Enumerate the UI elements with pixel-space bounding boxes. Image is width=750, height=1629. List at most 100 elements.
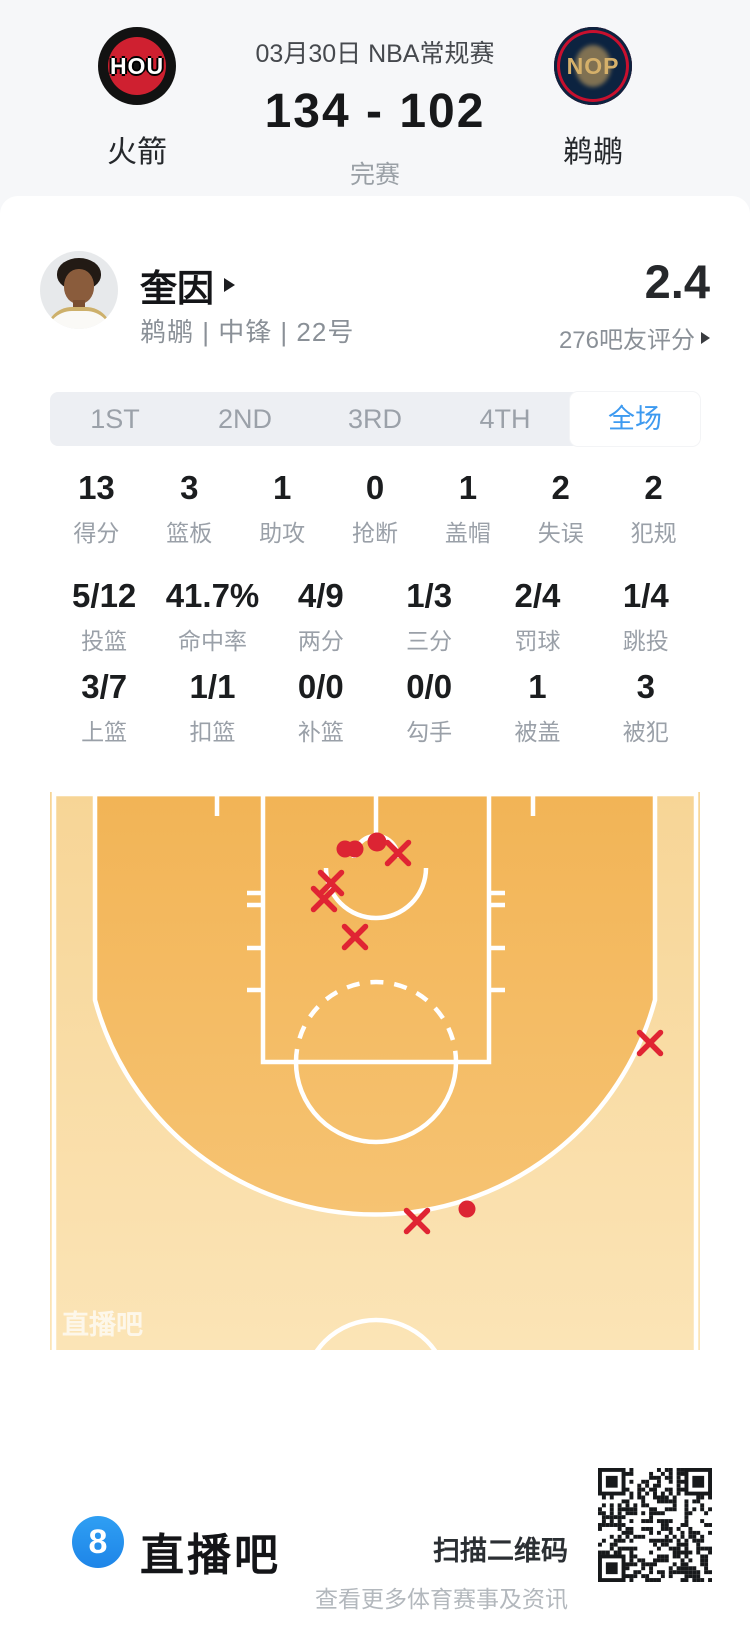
stat-label: 投篮: [81, 628, 128, 654]
quarter-tab-bar: 1ST 2ND 3RD 4TH 全场: [50, 392, 700, 446]
stat-label: 罚球: [514, 628, 561, 654]
footer-text-block: 扫描二维码 查看更多体育赛事及资讯: [300, 1529, 568, 1614]
stat-扣篮: 1/1 扣篮: [158, 669, 266, 747]
missed-shot-marker: [341, 923, 369, 951]
court-watermark: 直播吧: [62, 1310, 143, 1340]
stat-label: 犯规: [630, 520, 677, 546]
stat-value: 1/4: [622, 577, 669, 614]
stat-三分: 1/3 三分: [375, 578, 483, 656]
rating-arrow-icon: [701, 331, 710, 344]
stat-label: 跳投: [622, 628, 669, 654]
player-meta: 鹈鹕 | 中锋 | 22号: [140, 317, 355, 347]
tab-3RD[interactable]: 3RD: [347, 404, 402, 434]
stat-value: 4/9: [297, 577, 344, 614]
center-circle: [314, 1317, 438, 1350]
made-shot-marker: [458, 1200, 476, 1218]
stat-命中率: 41.7% 命中率: [158, 578, 266, 656]
pelicans-logo-icon: NOP: [554, 27, 632, 105]
player-expand-arrow-icon: [224, 278, 235, 292]
stat-label: 补篮: [297, 719, 344, 745]
stat-被盖: 1 被盖: [483, 669, 591, 747]
stat-label: 三分: [406, 628, 453, 654]
stat-value: 2/4: [514, 577, 561, 614]
stat-value: 2: [551, 469, 570, 506]
lane-hash-marks: [247, 890, 505, 993]
stat-label: 助攻: [259, 520, 306, 546]
tab-2ND[interactable]: 2ND: [217, 404, 272, 434]
qr-caption: 查看更多体育赛事及资讯: [315, 1586, 568, 1612]
player-name-row[interactable]: 奎因: [140, 258, 235, 312]
zhibo8-logo-icon: 8: [72, 1516, 124, 1568]
stat-label: 扣篮: [189, 719, 236, 745]
stat-篮板: 3 篮板: [143, 470, 236, 548]
home-team: HOU 火箭: [67, 27, 207, 171]
stat-勾手: 0/0 勾手: [375, 669, 483, 747]
stat-label: 抢断: [352, 520, 398, 546]
stat-label: 命中率: [177, 628, 247, 654]
stat-投篮: 5/12 投篮: [50, 578, 158, 656]
stat-label: 被犯: [622, 719, 669, 745]
stat-得分: 13 得分: [50, 470, 143, 548]
stat-label: 得分: [73, 520, 120, 546]
tab-4TH[interactable]: 4TH: [479, 404, 531, 434]
stat-row-2: 5/12 投篮 41.7% 命中率 4/9 两分 1/3 三分 2/4 罚球 1/4 跳投: [50, 578, 700, 656]
stat-value: 1/3: [406, 577, 453, 614]
stat-row-1: 13 得分 3 篮板 1 助攻 0 抢断 1 盖帽 2 失误 2 犯规: [50, 470, 700, 548]
stat-value: 41.7%: [165, 577, 260, 614]
player-stats-card: 奎因 鹈鹕 | 中锋 | 22号 2.4 276吧友评分 1ST 2ND 3RD 4T…: [0, 196, 750, 1629]
made-shot-marker: [346, 840, 364, 858]
stat-补篮: 0/0 补篮: [267, 669, 375, 747]
stat-value: 3: [180, 469, 199, 506]
match-center: 03月30日 NBA常规赛 134 - 102 完赛: [225, 0, 525, 191]
stat-value: 0/0: [406, 668, 453, 705]
stat-label: 勾手: [406, 719, 453, 745]
stat-跳投: 1/4 跳投: [592, 578, 700, 656]
stat-label: 篮板: [166, 520, 213, 546]
stat-value: 1: [458, 469, 478, 506]
stat-value: 1: [272, 469, 292, 506]
stat-两分: 4/9 两分: [267, 578, 375, 656]
stat-助攻: 1 助攻: [236, 470, 329, 548]
made-shot-marker: [367, 832, 387, 852]
free-throw-circle-solid: [293, 1061, 459, 1145]
match-score: 134 - 102: [264, 85, 486, 138]
player-rating: 2.4: [644, 255, 710, 308]
stat-value: 1: [528, 668, 547, 705]
player-name: 奎因: [140, 268, 214, 309]
stat-value: 3/7: [81, 668, 128, 705]
three-point-area: [92, 792, 658, 1217]
away-team: NOP 鹈鹕: [523, 27, 663, 171]
stat-犯规: 2 犯规: [607, 470, 700, 548]
stat-value: 2: [644, 469, 663, 506]
stat-罚球: 2/4 罚球: [483, 578, 591, 656]
stat-失误: 2 失误: [514, 470, 607, 548]
stat-value: 5/12: [72, 577, 137, 614]
match-date: 03月30日 NBA常规赛: [255, 40, 495, 68]
home-team-abbr: HOU: [109, 53, 165, 79]
missed-shot-marker: [384, 839, 412, 867]
stat-label: 两分: [297, 628, 344, 654]
stat-row-3: 3/7 上篮 1/1 扣篮 0/0 补篮 0/0 勾手 1 被盖 3 被犯: [50, 669, 700, 747]
rating-caption-row[interactable]: 276吧友评分: [559, 320, 710, 355]
home-team-name: 火箭: [107, 136, 167, 169]
scoreboard-header: HOU 火箭 03月30日 NBA常规赛 134 - 102 完赛 NOP 鹈鹕: [0, 0, 750, 214]
stat-value: 13: [78, 469, 115, 506]
shot-markers: [310, 832, 664, 1235]
stat-label: 失误: [537, 520, 584, 546]
tab-1ST[interactable]: 1ST: [90, 404, 140, 434]
player-avatar[interactable]: [40, 251, 118, 329]
match-status: 完赛: [349, 161, 400, 189]
away-team-name: 鹈鹕: [563, 136, 623, 169]
stat-value: 0: [365, 469, 385, 506]
stat-label: 被盖: [514, 719, 561, 745]
stat-盖帽: 1 盖帽: [421, 470, 514, 548]
stat-上篮: 3/7 上篮: [50, 669, 158, 747]
stat-抢断: 0 抢断: [329, 470, 422, 548]
footer-brand: 直播吧: [140, 1531, 281, 1580]
qr-code: [598, 1468, 712, 1582]
stat-value: 3: [636, 668, 655, 705]
missed-shot-marker: [403, 1207, 431, 1235]
tab-全场[interactable]: 全场: [570, 392, 700, 446]
baseline-ticks: [214, 794, 536, 816]
